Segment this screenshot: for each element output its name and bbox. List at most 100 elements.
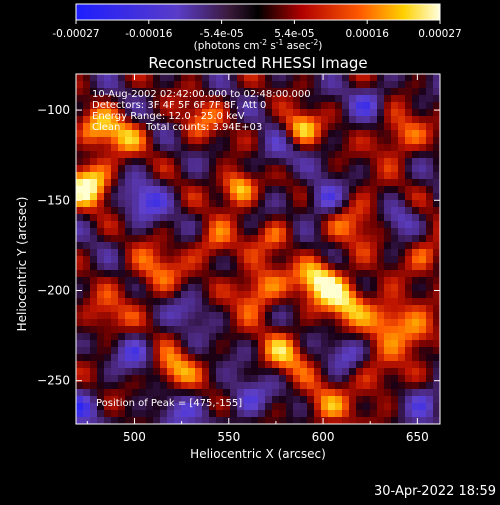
heatmap-pixel bbox=[279, 326, 287, 334]
heatmap-pixel bbox=[139, 151, 147, 159]
heatmap-pixel bbox=[405, 228, 413, 236]
heatmap-pixel bbox=[97, 389, 105, 397]
heatmap-pixel bbox=[118, 102, 126, 110]
heatmap-pixel bbox=[349, 214, 357, 222]
heatmap-pixel bbox=[167, 235, 175, 243]
heatmap-pixel bbox=[265, 137, 273, 145]
heatmap-pixel bbox=[384, 410, 392, 418]
heatmap-pixel bbox=[160, 130, 168, 138]
heatmap-pixel bbox=[391, 347, 399, 355]
heatmap-pixel bbox=[349, 417, 357, 425]
heatmap-pixel bbox=[342, 81, 350, 89]
heatmap-pixel bbox=[279, 165, 287, 173]
heatmap-pixel bbox=[384, 158, 392, 166]
heatmap-pixel bbox=[125, 361, 133, 369]
heatmap-pixel bbox=[104, 403, 112, 411]
heatmap-pixel bbox=[412, 319, 420, 327]
heatmap-pixel bbox=[272, 109, 280, 117]
heatmap-pixel bbox=[139, 403, 147, 411]
heatmap-pixel bbox=[160, 186, 168, 194]
heatmap-pixel bbox=[426, 200, 434, 208]
heatmap-pixel bbox=[244, 130, 252, 138]
heatmap-pixel bbox=[363, 102, 371, 110]
heatmap-pixel bbox=[307, 403, 315, 411]
heatmap-pixel bbox=[146, 354, 154, 362]
heatmap-pixel bbox=[328, 284, 336, 292]
heatmap-pixel bbox=[377, 193, 385, 201]
heatmap-pixel bbox=[328, 109, 336, 117]
heatmap-pixel bbox=[384, 312, 392, 320]
heatmap-pixel bbox=[125, 186, 133, 194]
heatmap-pixel bbox=[328, 291, 336, 299]
heatmap-pixel bbox=[370, 158, 378, 166]
heatmap-pixel bbox=[412, 333, 420, 341]
heatmap-pixel bbox=[279, 333, 287, 341]
heatmap-pixel bbox=[111, 81, 119, 89]
heatmap-pixel bbox=[272, 333, 280, 341]
heatmap-pixel bbox=[237, 396, 245, 404]
heatmap-pixel bbox=[181, 326, 189, 334]
heatmap-pixel bbox=[160, 284, 168, 292]
heatmap-pixel bbox=[300, 221, 308, 229]
heatmap-pixel bbox=[314, 340, 322, 348]
heatmap-pixel bbox=[153, 214, 161, 222]
heatmap-pixel bbox=[97, 207, 105, 215]
heatmap-pixel bbox=[195, 277, 203, 285]
heatmap-pixel bbox=[111, 207, 119, 215]
heatmap-pixel bbox=[258, 200, 266, 208]
heatmap-pixel bbox=[300, 361, 308, 369]
heatmap-pixel bbox=[433, 389, 441, 397]
heatmap-pixel bbox=[90, 109, 98, 117]
heatmap-pixel bbox=[153, 340, 161, 348]
heatmap-pixel bbox=[321, 81, 329, 89]
heatmap-pixel bbox=[125, 417, 133, 425]
heatmap-pixel bbox=[195, 305, 203, 313]
x-axis-label: Heliocentric X (arcsec) bbox=[190, 447, 326, 461]
heatmap-pixel bbox=[111, 95, 119, 103]
heatmap-pixel bbox=[230, 396, 238, 404]
heatmap-pixel bbox=[258, 88, 266, 96]
heatmap-pixel bbox=[412, 298, 420, 306]
heatmap-pixel bbox=[279, 249, 287, 257]
heatmap-pixel bbox=[321, 242, 329, 250]
heatmap-pixel bbox=[244, 326, 252, 334]
heatmap-pixel bbox=[258, 270, 266, 278]
heatmap-pixel bbox=[153, 151, 161, 159]
heatmap-pixel bbox=[335, 333, 343, 341]
heatmap-pixel bbox=[244, 81, 252, 89]
heatmap-pixel bbox=[251, 256, 259, 264]
heatmap-pixel bbox=[139, 382, 147, 390]
heatmap-pixel bbox=[405, 291, 413, 299]
heatmap-pixel bbox=[111, 221, 119, 229]
footer-date: 30-Apr-2022 18:59 bbox=[374, 484, 496, 499]
heatmap-pixel bbox=[384, 88, 392, 96]
heatmap-pixel bbox=[188, 214, 196, 222]
heatmap-pixel bbox=[216, 200, 224, 208]
heatmap-pixel bbox=[244, 228, 252, 236]
heatmap-pixel bbox=[111, 298, 119, 306]
heatmap-pixel bbox=[223, 354, 231, 362]
heatmap-pixel bbox=[223, 74, 231, 82]
heatmap-pixel bbox=[363, 214, 371, 222]
heatmap-pixel bbox=[335, 326, 343, 334]
heatmap-pixel bbox=[356, 382, 364, 390]
heatmap-pixel bbox=[377, 249, 385, 257]
heatmap-pixel bbox=[258, 214, 266, 222]
heatmap-pixel bbox=[188, 95, 196, 103]
heatmap-pixel bbox=[419, 389, 427, 397]
heatmap-pixel bbox=[279, 361, 287, 369]
heatmap-pixel bbox=[202, 417, 210, 425]
heatmap-pixel bbox=[286, 410, 294, 418]
heatmap-pixel bbox=[377, 403, 385, 411]
heatmap-pixel bbox=[384, 382, 392, 390]
heatmap-pixel bbox=[426, 235, 434, 243]
heatmap-pixel bbox=[412, 403, 420, 411]
heatmap-pixel bbox=[111, 193, 119, 201]
heatmap-pixel bbox=[160, 193, 168, 201]
heatmap-pixel bbox=[146, 375, 154, 383]
heatmap-pixel bbox=[167, 74, 175, 82]
heatmap-pixel bbox=[279, 319, 287, 327]
heatmap-pixel bbox=[111, 305, 119, 313]
heatmap-pixel bbox=[174, 368, 182, 376]
heatmap-pixel bbox=[384, 81, 392, 89]
